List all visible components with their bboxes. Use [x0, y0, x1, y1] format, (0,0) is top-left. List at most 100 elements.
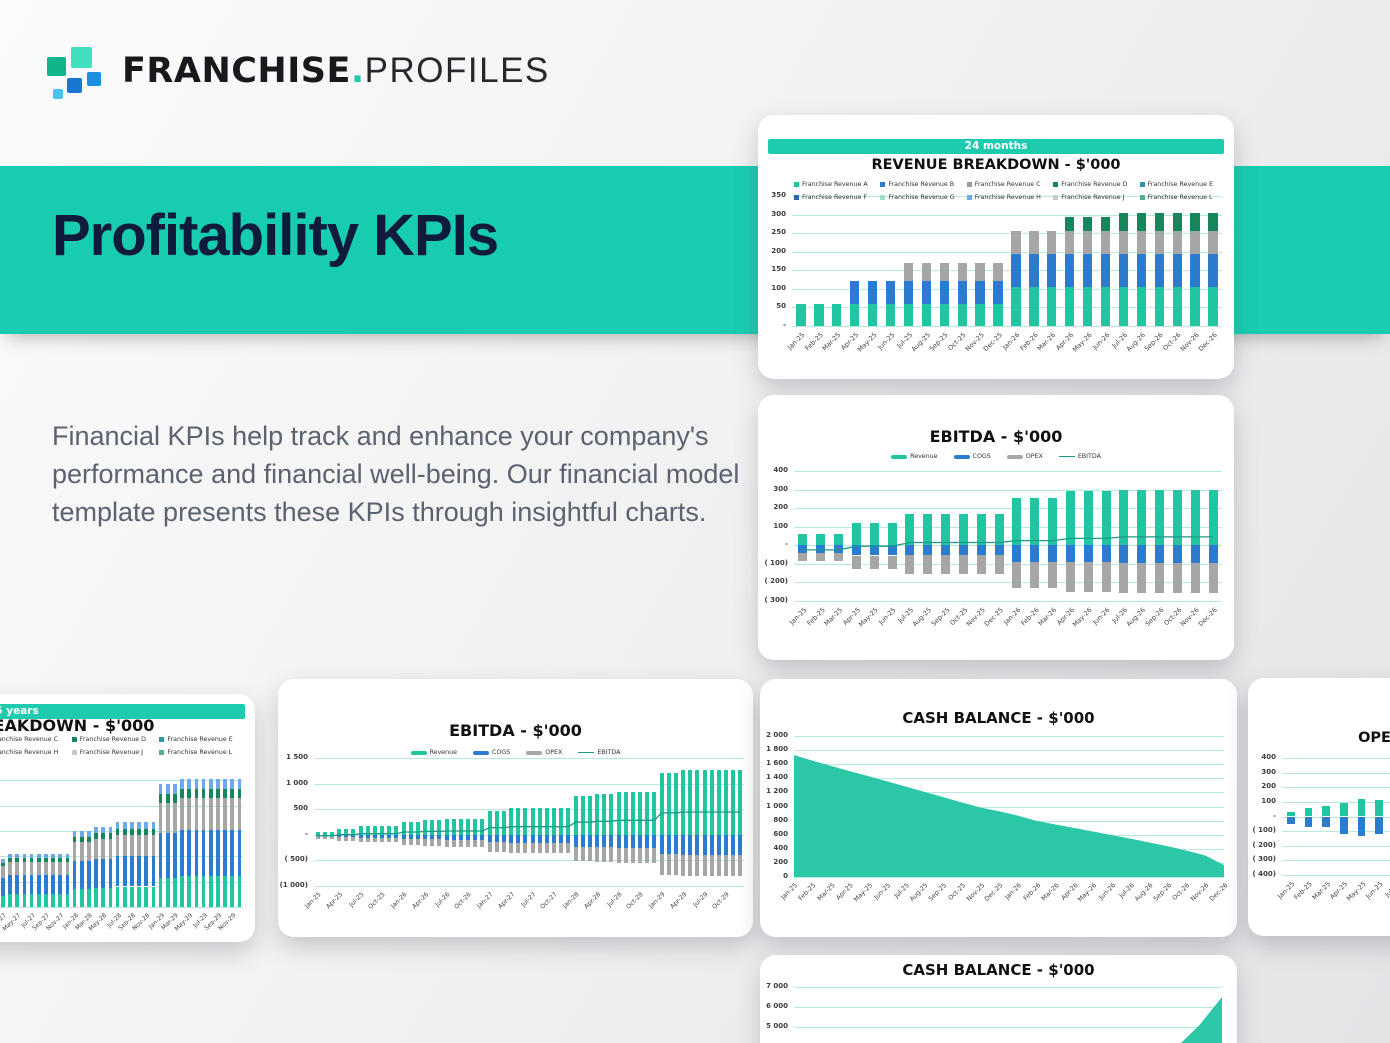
bar-segment — [666, 834, 671, 854]
bar-segment — [851, 545, 861, 556]
gridline — [794, 792, 1224, 794]
bar-segment — [921, 303, 932, 326]
legend-label: Revenue — [429, 749, 458, 756]
bar-segment — [473, 834, 478, 840]
bar-segment — [137, 834, 141, 856]
bar-segment — [451, 834, 456, 840]
bar-segment — [144, 834, 149, 856]
bar-segment — [337, 836, 342, 841]
x-axis-label: May-25 — [855, 331, 879, 354]
legend-swatch — [1006, 454, 1023, 459]
bar-segment — [22, 862, 27, 876]
bar-segment — [115, 828, 120, 835]
bar-segment — [903, 281, 914, 304]
bar-segment — [1048, 562, 1058, 588]
bar-segment — [559, 843, 564, 854]
bar-segment — [1029, 231, 1039, 254]
area-series — [794, 755, 1224, 877]
legend-swatch — [1053, 195, 1059, 200]
chart-title: REVENUE BREAKDOWN - $'000 — [0, 716, 155, 735]
bar-segment — [401, 821, 406, 835]
bar-segment — [187, 779, 192, 790]
bar-segment — [1357, 816, 1366, 836]
bar-segment — [158, 833, 163, 878]
area-series — [1181, 997, 1222, 1043]
legend-swatch — [1139, 182, 1145, 187]
bar-segment — [1208, 231, 1218, 254]
y-axis-label: 150 — [771, 265, 786, 274]
bar-segment — [939, 281, 949, 304]
bar-segment — [151, 855, 156, 887]
x-axis-label: Oct-27 — [539, 891, 560, 911]
gridline — [0, 881, 243, 883]
bar-segment — [1083, 561, 1093, 593]
bar-segment — [1375, 799, 1384, 817]
bar-segment — [208, 798, 213, 831]
y-axis-label: 2 000 — [766, 731, 788, 739]
bar-segment — [652, 791, 657, 835]
bar-segment — [695, 770, 700, 835]
legend-item: OPEX — [526, 749, 562, 756]
legend-label: Franchise Revenue D — [79, 736, 147, 743]
bar-segment — [501, 834, 506, 843]
bar-segment — [173, 802, 177, 834]
gridline — [314, 783, 744, 785]
gridline — [792, 270, 1222, 272]
bar-segment — [1, 878, 5, 896]
x-axis-label: Jan-25 — [786, 331, 807, 352]
bar-segment — [408, 838, 413, 846]
bar-segment — [216, 830, 220, 877]
bar-segment — [337, 834, 342, 837]
bar-segment — [994, 513, 1004, 546]
bar-segment — [79, 830, 84, 837]
x-axis-label: Apr-29 — [668, 891, 689, 911]
bar-segment — [580, 796, 585, 835]
bar-segment — [509, 808, 514, 835]
ebitda-5y-chart: 1 500 1 000 500-( 500) (1 000) Jan-25 Apr-25 J… — [278, 679, 753, 937]
legend-item: Franchise Revenue C — [966, 181, 1053, 188]
legend-item: Revenue — [891, 453, 938, 460]
bar-segment — [51, 858, 55, 863]
x-axis-label: Dec-25 — [982, 606, 1005, 629]
bar-segment — [731, 854, 736, 877]
bar-segment — [208, 876, 213, 907]
bar-segment — [230, 779, 235, 790]
gridline — [0, 830, 243, 832]
bar-segment — [798, 545, 808, 553]
bar-segment — [1190, 253, 1200, 287]
bar-segment — [1172, 545, 1182, 563]
legend-item: Franchise Revenue L — [1139, 194, 1226, 201]
bar-segment — [573, 846, 578, 861]
bar-segment — [816, 552, 826, 562]
gridline — [794, 877, 1224, 878]
legend-label: Franchise Revenue J — [1061, 194, 1125, 201]
intro-text: Financial KPIs help track and enhance yo… — [52, 421, 740, 527]
gridline — [1282, 875, 1390, 876]
bar-segment — [180, 830, 184, 877]
bar-segment — [108, 833, 113, 839]
gridline — [1282, 831, 1390, 833]
x-axis-label: Jul-27 — [520, 891, 538, 909]
bar-segment — [1172, 489, 1182, 546]
y-axis-label: 100 — [773, 521, 788, 530]
bar-segment — [36, 894, 41, 907]
bar-segment — [437, 819, 442, 835]
bar-segment — [29, 858, 34, 863]
x-axis-label: Jun-26 — [1090, 331, 1112, 352]
legend-item: COGS — [953, 453, 991, 460]
bar-segment — [158, 793, 163, 803]
bar-segment — [1, 895, 5, 907]
y-axis-label: 350 — [771, 191, 786, 199]
bar-segment — [958, 545, 968, 555]
bar-segment — [903, 262, 914, 282]
bar-segment — [1208, 562, 1218, 593]
operating-cash-flow-card: OPERATING CASH FLOW - $'000 400 300 200 100… — [1248, 678, 1390, 936]
bar-segment — [921, 281, 932, 304]
bar-segment — [702, 770, 707, 835]
bar-segment — [108, 838, 113, 859]
bar-segment — [329, 831, 334, 835]
legend-swatch — [71, 737, 77, 742]
bar-segment — [344, 834, 349, 837]
legend-item: Franchise Revenue J — [1053, 194, 1139, 201]
x-axis-label: Aug-25 — [911, 606, 934, 629]
